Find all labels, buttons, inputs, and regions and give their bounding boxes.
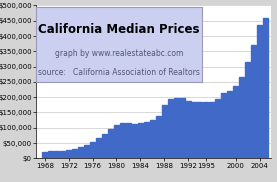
Bar: [191, 102, 196, 158]
Bar: [96, 139, 101, 158]
Bar: [162, 105, 167, 158]
Bar: [84, 145, 89, 158]
Bar: [150, 120, 155, 158]
Bar: [209, 102, 214, 158]
Bar: [54, 151, 59, 158]
Text: graph by www.realestateabc.com: graph by www.realestateabc.com: [55, 49, 183, 58]
Bar: [72, 149, 77, 158]
Bar: [120, 123, 125, 158]
Bar: [78, 147, 83, 158]
Bar: [114, 125, 119, 158]
Text: California Median Prices: California Median Prices: [38, 23, 200, 36]
Bar: [108, 129, 113, 158]
Bar: [215, 99, 220, 158]
Bar: [102, 134, 107, 158]
Bar: [179, 98, 184, 158]
Bar: [138, 123, 143, 158]
Bar: [186, 102, 191, 158]
Bar: [251, 45, 256, 158]
Bar: [60, 151, 65, 158]
Bar: [42, 152, 47, 158]
Bar: [144, 122, 149, 158]
Bar: [126, 123, 131, 158]
Bar: [263, 18, 268, 158]
Bar: [174, 98, 179, 158]
Bar: [221, 93, 226, 158]
Bar: [227, 91, 232, 158]
Bar: [156, 116, 161, 158]
Bar: [257, 25, 262, 158]
Bar: [245, 62, 250, 158]
Bar: [132, 124, 137, 158]
Bar: [66, 150, 71, 158]
Bar: [233, 86, 238, 158]
Bar: [203, 102, 208, 158]
Bar: [239, 77, 244, 158]
Text: source:   California Association of Realtors: source: California Association of Realto…: [38, 68, 200, 78]
Bar: [168, 99, 173, 158]
Bar: [48, 151, 53, 158]
Bar: [198, 102, 202, 158]
Bar: [90, 143, 95, 158]
